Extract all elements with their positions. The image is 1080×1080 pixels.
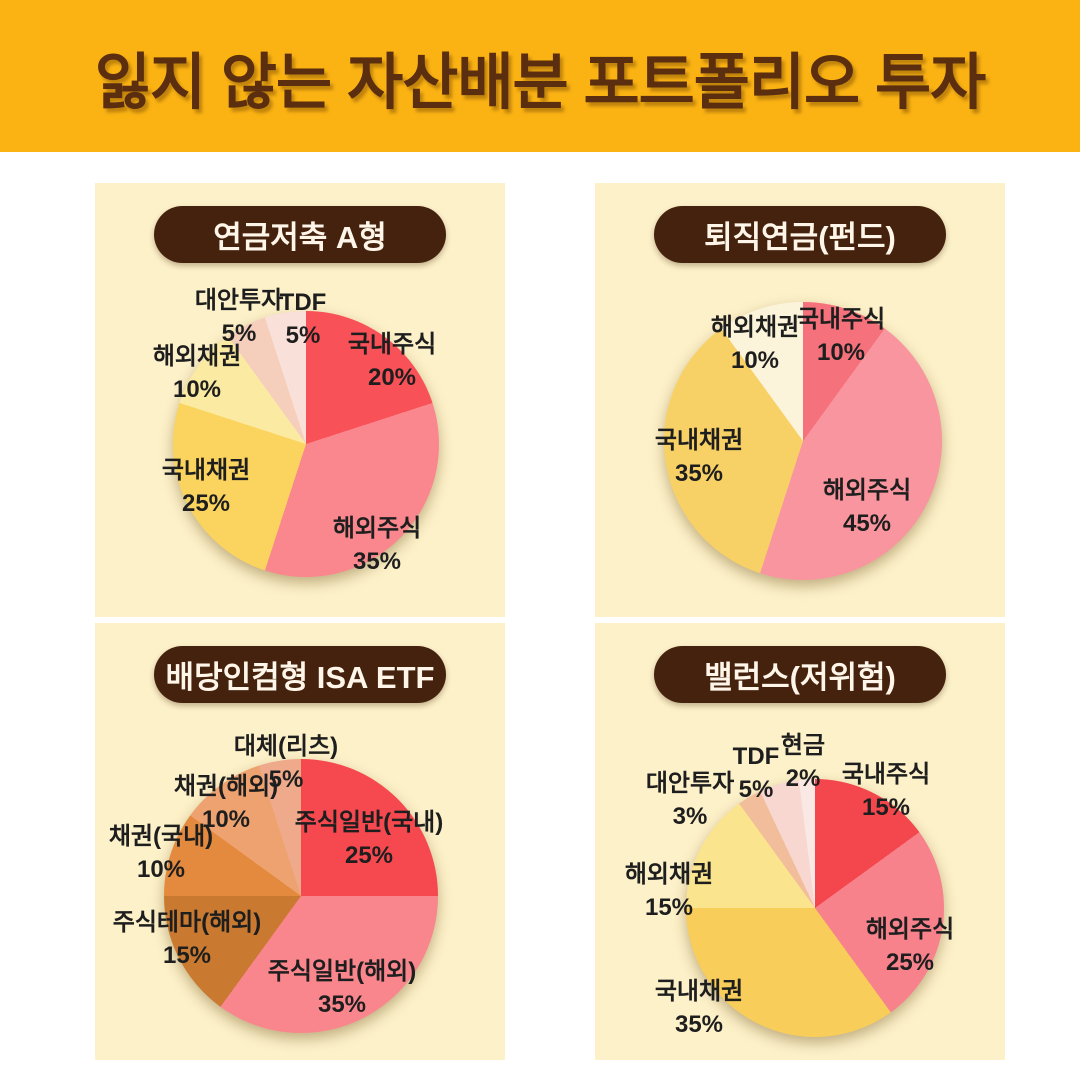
slice-name: 해외채권 <box>710 314 800 341</box>
slice-percent: 10% <box>730 347 780 374</box>
slice-name: 국내주식 <box>347 331 437 358</box>
slice-name: TDF <box>732 743 780 770</box>
slice-label: 대안투자 3% <box>646 767 734 833</box>
slice-label: 국내주식 20% <box>348 328 436 394</box>
slice-label: TDF 5% <box>280 286 327 352</box>
slice-percent: 45% <box>842 510 892 537</box>
pie-chart <box>164 759 438 1033</box>
slice-label: 국내채권 35% <box>655 975 743 1041</box>
slice-percent: 2% <box>785 765 821 792</box>
slice-name: 채권(해외) <box>173 773 279 800</box>
slice-percent: 10% <box>136 856 186 883</box>
slice-label: 국내채권 35% <box>655 424 743 490</box>
slice-name: 대안투자 <box>645 770 735 797</box>
slice-percent: 20% <box>367 364 417 391</box>
header-banner: 잃지 않는 자산배분 포트폴리오 투자 <box>0 0 1080 152</box>
chart-card-pension-savings: 연금저축 A형 국내주식 20% 해외주식 35% 국내채권 25% 해외채권 10% 대안투자… <box>95 183 505 617</box>
slice-name: 주식일반(국내) <box>294 809 444 836</box>
slice-label: 주식일반(해외) 35% <box>268 955 416 1021</box>
slice-label: 해외채권 10% <box>711 311 799 377</box>
slice-percent: 15% <box>861 794 911 821</box>
slice-percent: 15% <box>644 894 694 921</box>
pie-chart <box>173 311 439 577</box>
chart-card-retirement-pension: 퇴직연금(펀드) 국내주식 10% 해외주식 45% 국내채권 35% 해외채권 10% <box>595 183 1005 617</box>
slice-percent: 10% <box>172 376 222 403</box>
slice-percent: 5% <box>738 776 774 803</box>
slice-percent: 3% <box>672 803 708 830</box>
slice-label: 주식일반(국내) 25% <box>295 806 443 872</box>
slice-name: 주식테마(해외) <box>112 909 262 936</box>
slice-name: 국내주식 <box>841 761 931 788</box>
slice-label: 현금 2% <box>781 729 825 795</box>
slice-percent: 5% <box>268 766 304 793</box>
slice-name: 해외주식 <box>865 916 955 943</box>
slice-percent: 10% <box>201 806 251 833</box>
slice-label: 해외채권 15% <box>625 858 713 924</box>
slice-percent: 25% <box>344 842 394 869</box>
slice-name: 해외채권 <box>624 861 714 888</box>
slice-percent: 35% <box>674 1011 724 1038</box>
slice-label: 채권(해외) 10% <box>174 770 278 836</box>
chart-title-badge: 배당인컴형 ISA ETF <box>154 646 446 703</box>
slice-label: TDF 5% <box>733 740 780 806</box>
slice-name: 해외주식 <box>332 515 422 542</box>
slice-name: 채권(국내) <box>108 823 214 850</box>
chart-title: 연금저축 A형 <box>213 220 387 255</box>
slice-name: 국내주식 <box>796 306 886 333</box>
slice-label: 해외주식 35% <box>333 512 421 578</box>
slice-percent: 10% <box>816 339 866 366</box>
chart-title-badge: 퇴직연금(펀드) <box>654 206 946 263</box>
slice-name: 해외채권 <box>152 343 242 370</box>
slice-name: 국내채권 <box>654 978 744 1005</box>
slice-name: 대안투자 <box>194 287 284 314</box>
slice-name: 해외주식 <box>822 477 912 504</box>
chart-card-isa-etf: 배당인컴형 ISA ETF 주식일반(국내) 25% 주식일반(해외) 35% 주식테마… <box>95 623 505 1060</box>
chart-title: 밸런스(저위험) <box>704 660 896 695</box>
page-title: 잃지 않는 자산배분 포트폴리오 투자 <box>94 47 987 116</box>
slice-label: 국내채권 25% <box>162 454 250 520</box>
slice-percent: 35% <box>317 991 367 1018</box>
slice-name: 국내채권 <box>654 427 744 454</box>
slice-percent: 25% <box>181 490 231 517</box>
chart-title: 퇴직연금(펀드) <box>704 220 896 255</box>
slice-percent: 25% <box>885 949 935 976</box>
slice-label: 채권(국내) 10% <box>109 820 213 886</box>
pie-chart <box>664 302 942 580</box>
chart-title: 배당인컴형 ISA ETF <box>165 660 435 695</box>
pie-chart <box>686 779 944 1037</box>
slice-label: 해외주식 25% <box>866 913 954 979</box>
slice-label: 주식테마(해외) 15% <box>113 906 261 972</box>
chart-title-badge: 밸런스(저위험) <box>654 646 946 703</box>
slice-name: 국내채권 <box>161 457 251 484</box>
slice-label: 국내주식 10% <box>797 303 885 369</box>
slice-name: 현금 <box>780 732 826 759</box>
slice-name: 대체(리츠) <box>233 733 339 760</box>
slice-label: 해외주식 45% <box>823 474 911 540</box>
slice-label: 대체(리츠) 5% <box>234 730 338 796</box>
slice-percent: 5% <box>221 320 257 347</box>
slice-percent: 15% <box>162 942 212 969</box>
slice-label: 대안투자 5% <box>195 284 283 350</box>
slice-percent: 35% <box>352 548 402 575</box>
slice-percent: 5% <box>285 322 321 349</box>
slice-name: 주식일반(해외) <box>267 958 417 985</box>
chart-card-balance-low-risk: 밸런스(저위험) 국내주식 15% 해외주식 25% 국내채권 35% 해외채권 15% 대안투… <box>595 623 1005 1060</box>
slice-name: TDF <box>279 289 327 316</box>
slice-label: 해외채권 10% <box>153 340 241 406</box>
slice-label: 국내주식 15% <box>842 758 930 824</box>
slice-percent: 35% <box>674 460 724 487</box>
chart-title-badge: 연금저축 A형 <box>154 206 446 263</box>
